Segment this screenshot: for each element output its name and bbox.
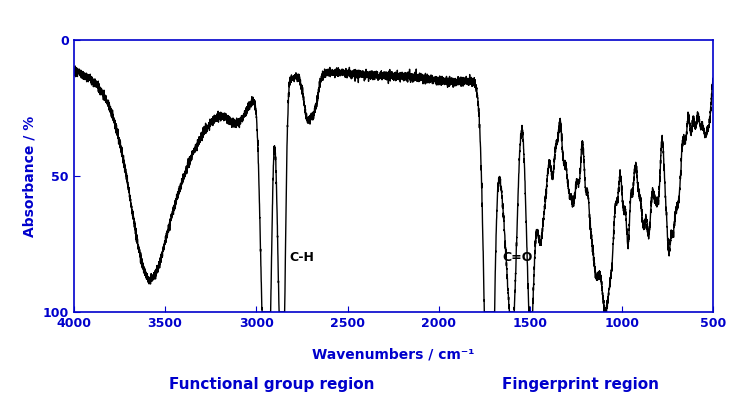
Text: Fingerprint region: Fingerprint region	[502, 376, 659, 392]
Text: C=O: C=O	[503, 251, 533, 264]
Text: Wavenumbers / cm⁻¹: Wavenumbers / cm⁻¹	[312, 347, 474, 361]
Text: C-H: C-H	[289, 251, 314, 264]
Text: Functional group region: Functional group region	[169, 376, 375, 392]
Y-axis label: Absorbance / %: Absorbance / %	[23, 115, 37, 237]
